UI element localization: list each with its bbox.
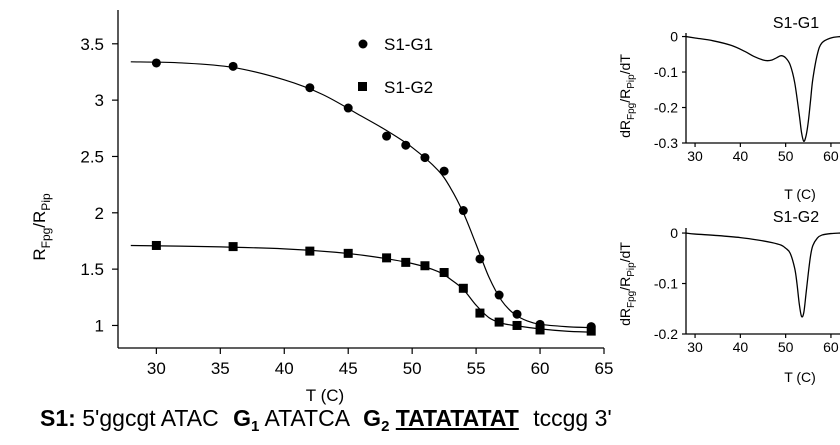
y-tick-label: -0.2 (654, 326, 678, 342)
x-tick-label: 50 (778, 148, 794, 164)
x-tick-label: 30 (147, 359, 166, 378)
data-point-s1-g1 (343, 103, 353, 113)
sequence-g2: G (363, 405, 382, 431)
data-point-s1-g2 (305, 246, 315, 256)
x-tick-label: 35 (211, 359, 230, 378)
data-point-s1-g1 (494, 290, 504, 300)
main-chart-axes (112, 10, 605, 354)
inset1-axes (682, 33, 840, 147)
x-tick-label: 60 (531, 359, 550, 378)
data-point-s1-g1 (439, 166, 449, 176)
data-point-s1-g2 (535, 325, 545, 335)
y-tick-label: -0.2 (654, 100, 678, 116)
y-tick-label: 0 (670, 225, 678, 241)
sequence-g2-subscript: 2 (381, 418, 390, 435)
data-point-s1-g2 (228, 242, 238, 252)
legend-marker-s1-g2 (358, 82, 367, 91)
y-tick-label: 0 (670, 29, 678, 45)
inset2-title: S1-G2 (773, 209, 819, 226)
x-tick-label: 50 (403, 359, 422, 378)
sequence-g1: G (233, 405, 251, 431)
legend-label-s1-g2: S1-G2 (384, 78, 433, 97)
x-tick-label: 30 (687, 148, 703, 164)
x-tick-label: 40 (733, 339, 749, 355)
data-point-s1-g1 (512, 309, 522, 319)
data-point-s1-g2 (420, 261, 430, 271)
legend-label-s1-g1: S1-G1 (384, 35, 433, 54)
data-point-s1-g2 (475, 308, 485, 318)
data-point-s1-g1 (458, 206, 468, 216)
data-point-s1-g1 (228, 61, 238, 71)
inset1-title: S1-G1 (773, 15, 819, 32)
data-point-s1-g1 (420, 153, 430, 163)
sequence-middle: ATATCA (264, 405, 349, 431)
data-point-s1-g1 (305, 83, 315, 93)
x-tick-label: 40 (733, 148, 749, 164)
inset-chart-s1-g2: 30 40 50 60 0 -0.1 -0.2 S1-G2 T (C) dRFpg/RPip… (617, 209, 840, 385)
inset-chart-s1-g1: 30 40 50 60 0 -0.1 -0.2 -0.3 S1-G1 T (C) dRFpg/… (617, 15, 840, 202)
data-point-s1-g2 (151, 240, 161, 250)
data-point-s1-g1 (151, 58, 161, 68)
x-tick-label: 45 (339, 359, 358, 378)
y-tick-label: 2 (95, 204, 104, 223)
y-tick-label: -0.1 (654, 276, 678, 292)
inset2-x-axis-label: T (C) (784, 369, 816, 385)
sequence-g1-subscript: 1 (250, 418, 260, 435)
derivative-curve (685, 35, 840, 142)
inset1-y-axis-label: dRFpg/RPip/dT (617, 54, 637, 138)
inset2-tick-labels: 30 40 50 60 0 -0.1 -0.2 (654, 225, 839, 355)
derivative-curve (685, 232, 840, 318)
data-point-s1-g1 (401, 140, 411, 150)
inset1-x-axis-label: T (C) (784, 186, 816, 202)
data-point-s1-g2 (343, 248, 353, 258)
x-tick-label: 60 (823, 339, 839, 355)
y-tick-label: -0.3 (654, 135, 678, 151)
data-point-s1-g1 (475, 254, 485, 264)
data-point-s1-g2 (401, 257, 411, 267)
sequence-prefix: 5'ggcgt ATAC (82, 405, 219, 431)
main-chart-points (151, 58, 596, 336)
main-y-axis-label: RFpg/RPip (30, 193, 53, 261)
x-tick-label: 60 (823, 148, 839, 164)
x-tick-label: 50 (778, 339, 794, 355)
x-tick-label: 55 (467, 359, 486, 378)
y-tick-label: 1.5 (80, 260, 104, 279)
fit-line-s1-g1 (130, 61, 592, 329)
data-point-s1-g2 (494, 317, 504, 327)
main-chart: 30 35 40 45 50 55 60 65 1 1.5 2 2.5 3 3.5 T (C) RFpg/… (30, 10, 613, 405)
inset1-curve (685, 35, 840, 142)
sequence-caption: S1: 5'ggcgt ATAC G1 ATATCA G2 TATATATAT … (40, 400, 830, 436)
x-tick-label: 65 (595, 359, 614, 378)
sequence-label: S1: (40, 405, 76, 431)
y-tick-label: -0.1 (654, 64, 678, 80)
fit-line-s1-g2 (130, 244, 592, 333)
sequence-underlined: TATATATAT (395, 405, 519, 431)
y-tick-label: 1 (95, 316, 104, 335)
inset2-y-axis-label: dRFpg/RPip/dT (617, 242, 637, 326)
y-tick-label: 2.5 (80, 147, 104, 166)
main-x-axis-label: T (C) (306, 386, 344, 405)
data-point-s1-g2 (512, 320, 522, 330)
main-legend: S1-G1 S1-G2 (358, 35, 433, 97)
main-chart-tick-labels: 30 35 40 45 50 55 60 65 1 1.5 2 2.5 3 3.5 (80, 35, 613, 378)
data-point-s1-g1 (382, 131, 392, 141)
sequence-suffix: tccgg 3' (533, 405, 612, 431)
data-point-s1-g2 (458, 283, 468, 293)
y-tick-label: 3.5 (80, 35, 104, 54)
main-chart-fit-lines (130, 61, 592, 333)
inset2-curve (685, 232, 840, 318)
legend-marker-s1-g1 (358, 39, 368, 49)
data-point-s1-g2 (439, 268, 449, 278)
x-tick-label: 30 (687, 339, 703, 355)
y-tick-label: 3 (95, 91, 104, 110)
x-tick-label: 40 (275, 359, 294, 378)
data-point-s1-g2 (586, 326, 596, 336)
inset1-tick-labels: 30 40 50 60 0 -0.1 -0.2 -0.3 (654, 29, 839, 164)
inset2-axes (682, 228, 840, 338)
data-point-s1-g2 (382, 253, 392, 263)
